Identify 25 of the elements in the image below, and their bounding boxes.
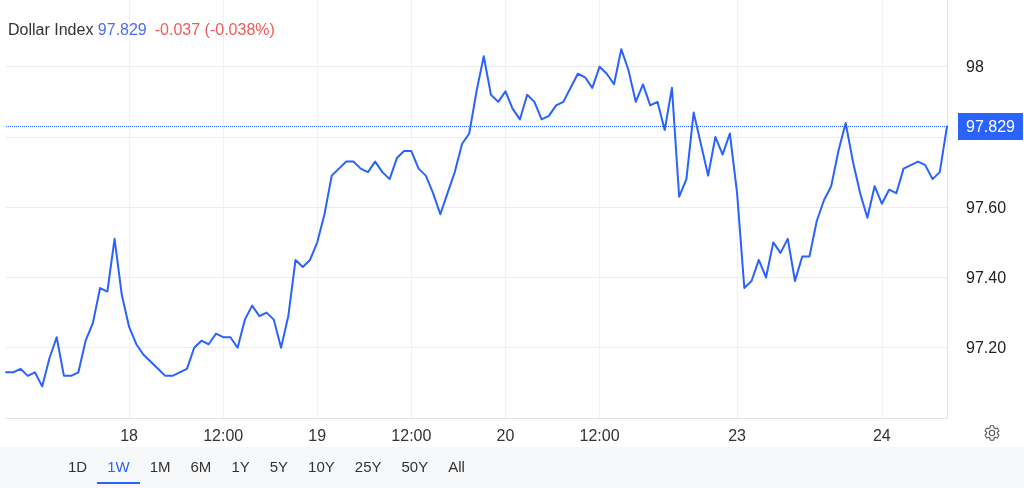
y-tick-label: 97.20 [966, 339, 1007, 357]
text: 6M [189, 457, 213, 477]
y-tick-label: 97.60 [966, 198, 1007, 216]
text: Dollar Index [8, 21, 94, 38]
x-tick-label: 12:00 [391, 426, 432, 444]
x-tick-label: 12:00 [579, 426, 620, 444]
x-tick-label: 23 [728, 426, 747, 444]
x-tick-label: 18 [120, 426, 139, 444]
text: 1M [148, 457, 172, 477]
ref-line-label: 97.829 [966, 117, 1016, 135]
y-tick-label: 97.40 [966, 269, 1007, 286]
x-tick-label: 12:00 [203, 426, 244, 444]
text: 50Y [400, 457, 430, 477]
text: All [447, 457, 466, 477]
text: 10Y [307, 457, 336, 477]
x-tick-label: 20 [496, 426, 515, 444]
y-tick-label: 98 [966, 58, 984, 76]
x-tick-label: 24 [872, 426, 891, 444]
text: 5Y [268, 457, 290, 477]
x-tick-label: 19 [308, 426, 327, 444]
text: 25Y [353, 457, 383, 477]
text: 1D [67, 457, 89, 477]
text: 1W [106, 457, 131, 477]
text: 97.829 -0.037 (-0.038%) [97, 21, 275, 38]
text: 1Y [230, 457, 251, 477]
